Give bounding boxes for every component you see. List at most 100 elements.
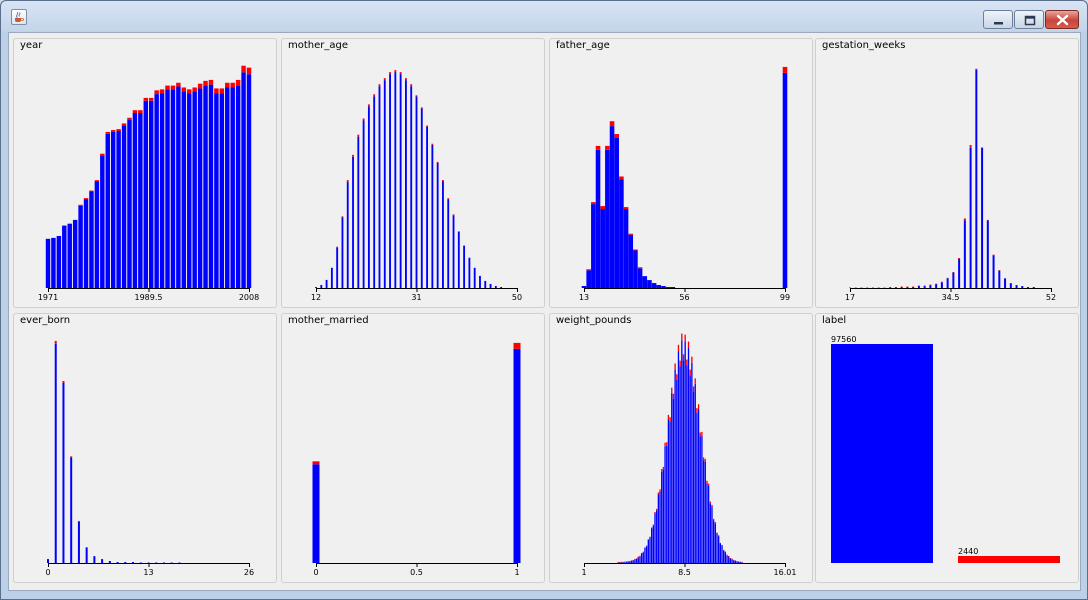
bar (62, 382, 65, 563)
bar-overlay (352, 154, 354, 157)
bar-overlay (721, 544, 723, 546)
bar (132, 113, 138, 288)
bar (165, 89, 170, 288)
bar (609, 126, 615, 288)
bar (197, 88, 203, 288)
bar-overlay (637, 267, 643, 269)
bar (634, 559, 636, 563)
bar (70, 457, 73, 563)
bar-overlay (640, 552, 643, 554)
bar (992, 255, 995, 288)
bar-overlay (656, 508, 658, 511)
bar-overlay (83, 198, 89, 200)
bar (719, 543, 722, 563)
panel-title: weight_pounds (556, 315, 632, 326)
bar-overlay (362, 118, 365, 121)
bar-overlay (619, 561, 621, 563)
bar (702, 460, 705, 563)
bar (420, 108, 423, 288)
bar (958, 259, 961, 288)
bar-overlay (709, 501, 711, 504)
bar (484, 280, 487, 288)
panel-father-age: father_age 13 56 99 (549, 38, 813, 308)
panel-title: mother_married (288, 315, 369, 326)
maximize-button[interactable] (1014, 10, 1044, 29)
bar-overlay (622, 561, 624, 563)
bar (672, 398, 675, 563)
bar (701, 435, 703, 563)
bar (346, 182, 349, 288)
bar (586, 270, 591, 288)
gestation-weeks-chart: 17 34.5 52 (845, 68, 1056, 302)
bar-overlay (642, 551, 644, 553)
bar-overlay (701, 431, 703, 436)
bar-overlay (148, 97, 154, 101)
bar (620, 562, 623, 563)
data-label: 97560 (831, 335, 856, 344)
bar-overlay (154, 90, 159, 95)
ever-born-chart: 0 13 26 (45, 340, 254, 577)
bar (89, 191, 94, 288)
panel-ever-born: ever_born 0 13 26 (13, 313, 277, 583)
bar (682, 360, 685, 563)
close-button[interactable] (1045, 10, 1079, 29)
bar (246, 74, 252, 288)
bar (639, 556, 641, 563)
bar (664, 446, 666, 563)
bar-overlay (637, 556, 639, 558)
bar (1015, 285, 1018, 288)
bar (336, 247, 339, 288)
x-tick-label: 16.01 (774, 568, 797, 577)
java-cup-icon[interactable] (11, 9, 27, 25)
bar (431, 144, 434, 288)
bar-overlay (138, 110, 143, 114)
bar (143, 100, 149, 288)
bar (665, 287, 671, 288)
minimize-button[interactable] (983, 10, 1013, 29)
weight-pounds-chart: 1 8.5 16.01 (581, 333, 797, 577)
bar-overlay (410, 84, 413, 87)
bar (923, 286, 926, 288)
bar (734, 560, 737, 563)
x-tick-label: 13 (143, 568, 153, 577)
bar (651, 528, 653, 563)
bar (718, 536, 720, 563)
panel-title: label (822, 315, 847, 326)
chart-grid: year 1971 1989.5 2008 mother_age 12 31 50 fa… (8, 32, 1081, 591)
bar (362, 120, 365, 288)
title-bar[interactable] (1, 1, 1087, 31)
bar (724, 552, 727, 563)
bar-overlay (630, 560, 633, 561)
bar (45, 238, 51, 288)
bar-overlay (635, 558, 638, 559)
panel-mother-age: mother_age 12 31 50 (281, 38, 545, 308)
bar (124, 562, 127, 563)
bar (656, 285, 662, 288)
bar (929, 285, 932, 288)
bar (647, 539, 649, 563)
bar (699, 436, 701, 563)
bar (93, 556, 96, 563)
bar-overlay (404, 78, 407, 81)
panel-label: label 97560 2440 (815, 313, 1079, 583)
bar (632, 560, 634, 563)
bar-overlay (235, 79, 241, 86)
bar (159, 93, 165, 289)
bar (410, 86, 413, 288)
x-tick-label: 0 (313, 568, 318, 577)
bar-overlay (681, 333, 683, 341)
bar (689, 375, 691, 563)
bar-overlay (605, 145, 610, 150)
bar (415, 96, 418, 288)
bar (312, 464, 320, 563)
bar (986, 220, 989, 288)
bar (1032, 287, 1035, 288)
bar (127, 119, 132, 289)
bar (917, 286, 920, 288)
bar (723, 550, 725, 563)
bar-overlay (203, 80, 208, 86)
bar-overlay (699, 432, 701, 437)
bar-overlay (682, 354, 685, 361)
bar-overlay (726, 554, 728, 556)
